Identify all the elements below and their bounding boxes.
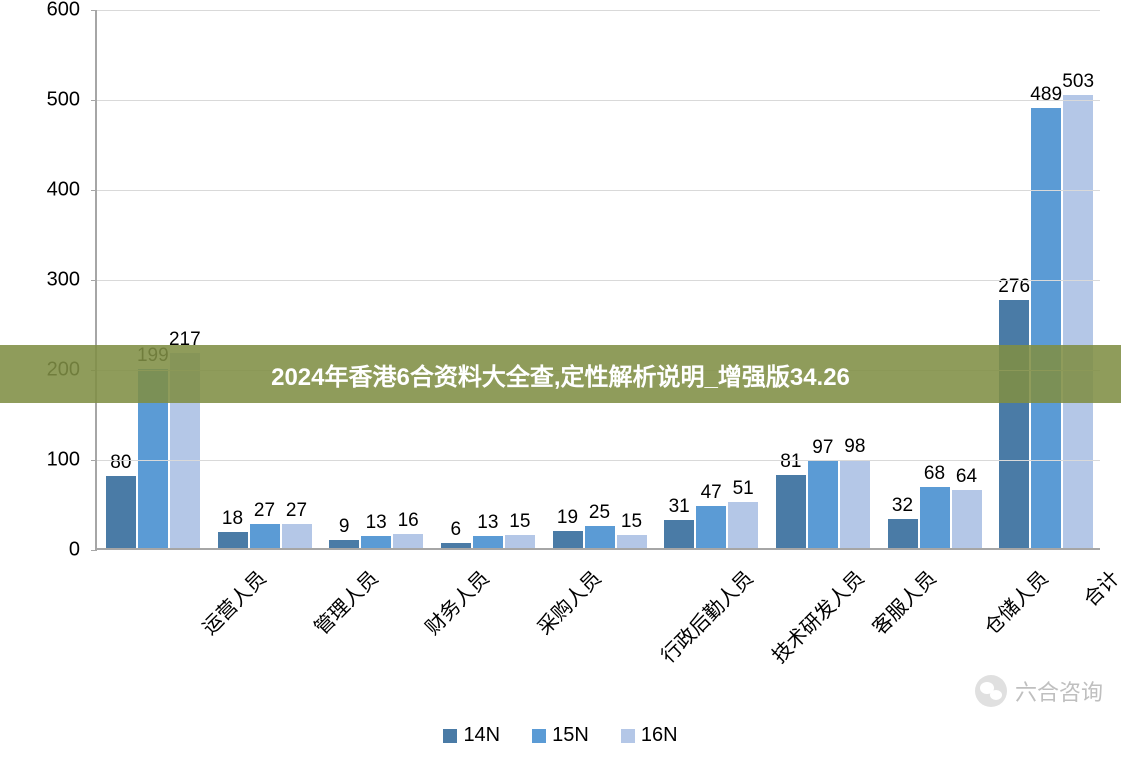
- y-tick-label: 300: [47, 269, 80, 292]
- legend-swatch: [532, 729, 546, 743]
- legend-swatch: [621, 729, 635, 743]
- bar-value-label: 51: [733, 478, 754, 500]
- bar: 13: [473, 536, 503, 548]
- bar-value-label: 25: [589, 502, 610, 524]
- bar-group: 192515: [553, 526, 647, 549]
- overlay-banner: 2024年香港6合资料大全查,定性解析说明_增强版34.26: [0, 345, 1121, 403]
- bar-value-label: 18: [222, 508, 243, 530]
- bar-value-label: 27: [254, 500, 275, 522]
- bar-value-label: 31: [669, 496, 690, 518]
- bar: 47: [696, 506, 726, 548]
- bar-group: 276489503: [999, 95, 1093, 548]
- overlay-banner-text: 2024年香港6合资料大全查,定性解析说明_增强版34.26: [271, 357, 850, 392]
- bar-value-label: 9: [339, 516, 350, 538]
- bar: 489: [1031, 108, 1061, 548]
- x-category-label: 财务人员: [418, 563, 495, 640]
- y-axis: 0100200300400500600: [40, 10, 90, 550]
- y-tick-label: 400: [47, 179, 80, 202]
- bar: 16: [393, 534, 423, 548]
- bar: 19: [553, 531, 583, 548]
- x-category-label: 客服人员: [864, 563, 941, 640]
- bars-layer: 8019921718272791316613151925153147518197…: [97, 10, 1100, 548]
- bar-value-label: 489: [1030, 84, 1062, 106]
- bar-value-label: 503: [1062, 71, 1094, 93]
- bar-value-label: 64: [956, 466, 977, 488]
- legend-item: 15N: [532, 724, 589, 747]
- y-tick-label: 500: [47, 89, 80, 112]
- bar-value-label: 15: [621, 511, 642, 533]
- bar-value-label: 19: [557, 507, 578, 529]
- bar-group: 182727: [218, 524, 312, 548]
- bar-value-label: 276: [998, 276, 1030, 298]
- bar: 15: [505, 535, 535, 549]
- bar: 64: [952, 490, 982, 548]
- bar-value-label: 16: [398, 510, 419, 532]
- x-category-label: 行政后勤人员: [653, 563, 758, 668]
- bar: 18: [218, 532, 248, 548]
- bar: 9: [329, 540, 359, 548]
- bar-value-label: 13: [477, 512, 498, 534]
- bar-group: 819798: [776, 460, 870, 548]
- bar-value-label: 47: [701, 482, 722, 504]
- bar-group: 91316: [329, 534, 423, 548]
- plot-area: 8019921718272791316613151925153147518197…: [95, 10, 1100, 550]
- bar: 68: [920, 487, 950, 548]
- y-tick-label: 0: [69, 539, 80, 562]
- y-tick-label: 100: [47, 449, 80, 472]
- bar-value-label: 15: [509, 511, 530, 533]
- bar-value-label: 6: [451, 519, 462, 541]
- gridline: [97, 190, 1100, 191]
- bar: 25: [585, 526, 615, 549]
- x-category-label: 采购人员: [529, 563, 606, 640]
- legend-swatch: [443, 729, 457, 743]
- bar: 51: [728, 502, 758, 548]
- bar-value-label: 32: [892, 495, 913, 517]
- bar: 6: [441, 543, 471, 548]
- wechat-icon: [975, 675, 1007, 707]
- bar: 80: [106, 476, 136, 548]
- x-category-label: 运营人员: [194, 563, 271, 640]
- gridline: [97, 10, 1100, 11]
- watermark: 六合咨询: [975, 675, 1103, 707]
- bar: 98: [840, 460, 870, 548]
- x-category-label: 合计: [1076, 563, 1121, 612]
- bar-value-label: 68: [924, 463, 945, 485]
- y-tick-label: 600: [47, 0, 80, 22]
- x-category-label: 仓储人员: [976, 563, 1053, 640]
- bar-value-label: 80: [110, 452, 131, 474]
- bar: 31: [664, 520, 694, 548]
- legend-label: 15N: [552, 724, 589, 747]
- gridline: [97, 280, 1100, 281]
- x-category-label: 技术研发人员: [764, 563, 869, 668]
- bar: 27: [282, 524, 312, 548]
- bar: 27: [250, 524, 280, 548]
- x-category-label: 管理人员: [306, 563, 383, 640]
- chart-legend: 14N 15N 16N: [0, 724, 1121, 747]
- bar-group: 314751: [664, 502, 758, 548]
- legend-label: 16N: [641, 724, 678, 747]
- gridline: [97, 460, 1100, 461]
- bar-value-label: 98: [844, 436, 865, 458]
- bar-group: 326864: [888, 487, 982, 548]
- legend-label: 14N: [463, 724, 500, 747]
- legend-item: 16N: [621, 724, 678, 747]
- bar-value-label: 97: [812, 437, 833, 459]
- x-axis-labels: 运营人员管理人员财务人员采购人员行政后勤人员技术研发人员客服人员仓储人员合计: [95, 555, 1100, 675]
- bar: 13: [361, 536, 391, 548]
- bar: 97: [808, 461, 838, 548]
- chart-container: 0100200300400500600 80199217182727913166…: [40, 10, 1100, 550]
- bar: 503: [1063, 95, 1093, 548]
- bar-value-label: 81: [780, 451, 801, 473]
- bar-value-label: 13: [366, 512, 387, 534]
- bar-value-label: 27: [286, 500, 307, 522]
- bar: 15: [617, 535, 647, 549]
- watermark-text: 六合咨询: [1015, 675, 1103, 707]
- legend-item: 14N: [443, 724, 500, 747]
- bar: 32: [888, 519, 918, 548]
- bar: 81: [776, 475, 806, 548]
- gridline: [97, 100, 1100, 101]
- bar-group: 61315: [441, 535, 535, 549]
- bar: 276: [999, 300, 1029, 548]
